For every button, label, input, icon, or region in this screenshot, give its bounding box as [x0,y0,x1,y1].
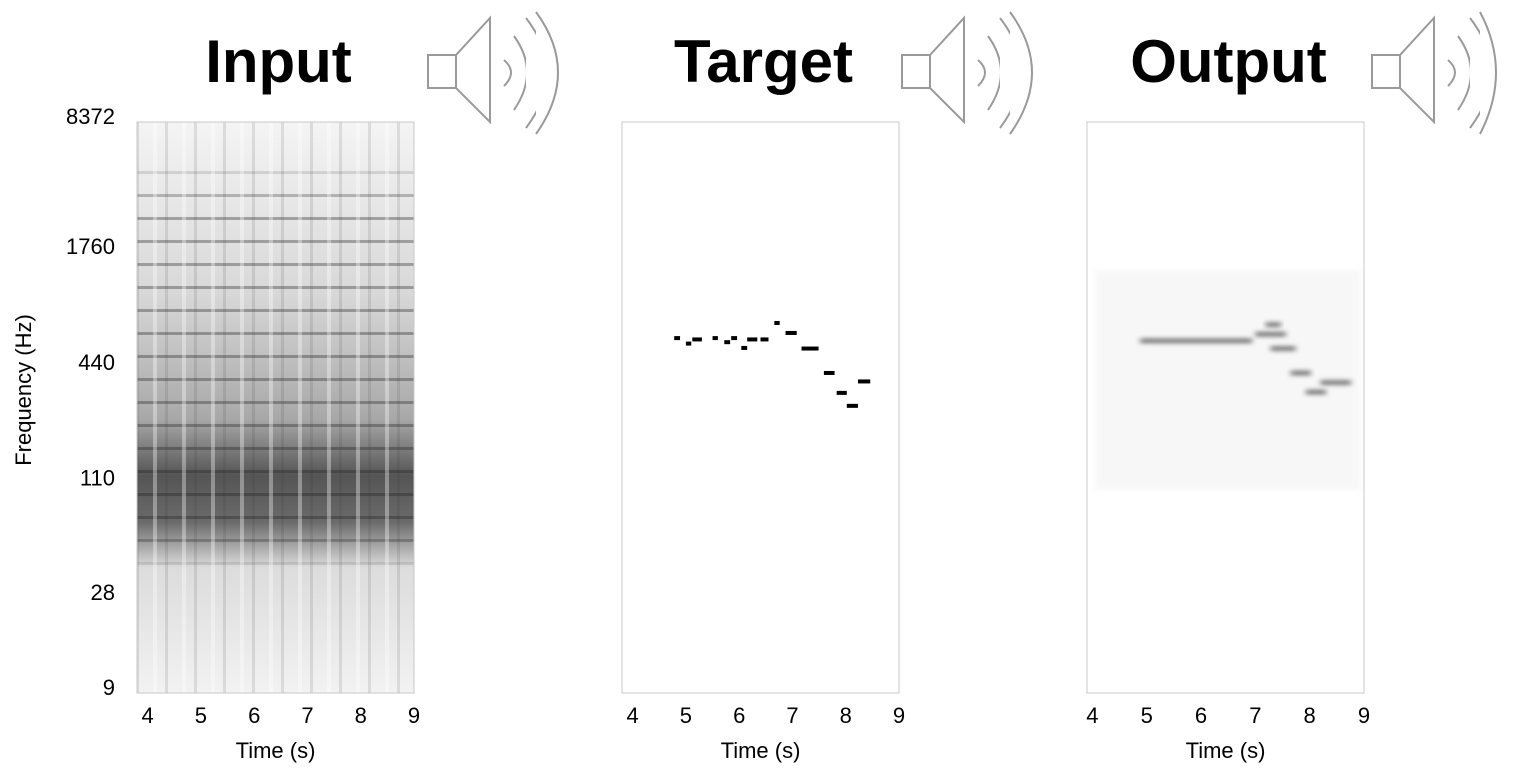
plot-frame [621,121,900,694]
note [836,390,847,395]
x-tick-label: 6 [248,703,260,728]
plot-frame [136,121,415,694]
x-axis-label: Time (s) [1186,738,1266,763]
x-tick-label: 8 [840,703,852,728]
x-tick-label: 7 [301,703,313,728]
plot-frame [1086,121,1365,694]
x-tick-label: 8 [355,703,367,728]
y-tick-label: 1760 [66,234,115,259]
input-spectrogram-texture [137,122,414,693]
note [747,337,758,342]
note [846,403,858,408]
speaker-icon [427,11,559,135]
note [685,341,692,346]
x-tick-label: 7 [786,703,798,728]
note [731,336,738,341]
note [760,337,769,342]
output-background-wash [1095,270,1360,490]
note [741,345,748,350]
x-tick-label: 9 [1358,703,1370,728]
x-tick-label: 9 [893,703,905,728]
note [785,330,797,335]
note [801,346,819,351]
x-axis-label: Time (s) [721,738,801,763]
x-tick-label: 4 [142,703,154,728]
y-tick-label: 440 [78,350,115,375]
note [1255,331,1286,337]
x-tick-label: 5 [195,703,207,728]
x-tick-label: 8 [1304,703,1316,728]
note [1305,389,1326,395]
note [1320,380,1351,386]
x-tick-label: 9 [408,703,420,728]
note [1140,338,1253,344]
panel-title: Target [674,28,853,95]
note [1265,322,1281,328]
y-tick-label: 9 [103,675,115,700]
panel-title: Input [205,28,352,95]
note [712,336,718,341]
x-tick-label: 5 [1141,703,1153,728]
note [1270,346,1296,352]
y-tick-label: 28 [91,580,115,605]
y-axis-label: Frequency (Hz) [11,314,36,466]
note [823,370,835,375]
x-tick-label: 6 [733,703,745,728]
speaker-icon [1371,11,1497,135]
panel-title: Output [1130,28,1327,95]
x-tick-label: 6 [1195,703,1207,728]
y-tick-label: 110 [80,466,115,491]
x-axis-label: Time (s) [236,738,316,763]
x-tick-label: 4 [627,703,639,728]
x-tick-label: 4 [1086,703,1098,728]
note [692,337,702,342]
y-tick-label: 8372 [66,104,115,129]
x-tick-label: 5 [680,703,692,728]
note [774,320,780,325]
note [674,336,681,341]
note [1290,370,1311,376]
x-tick-label: 7 [1249,703,1261,728]
note [724,340,731,345]
speaker-icon [901,11,1033,135]
note [857,379,871,384]
